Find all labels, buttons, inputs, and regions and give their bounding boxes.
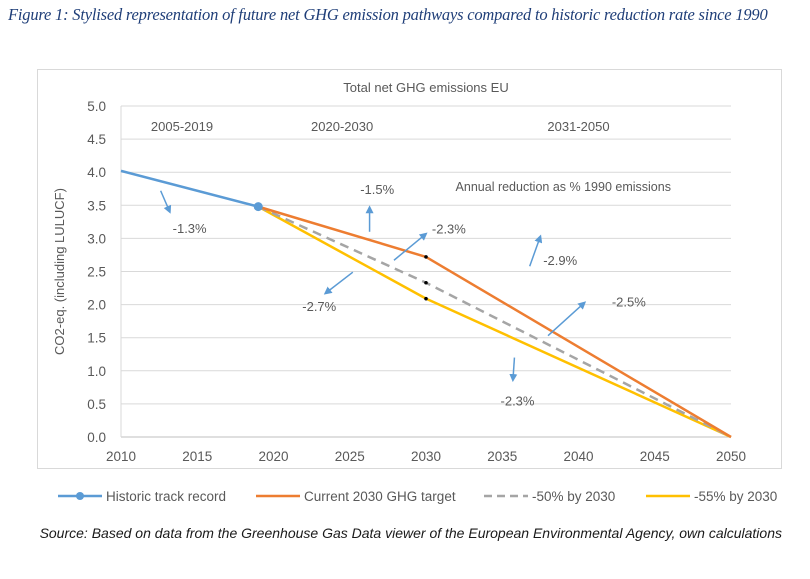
axes: 0.0 0.5 1.0 1.5 2.0 2.5 3.0 3.5 4.0 4.5 5.0 2010 201…: [87, 99, 746, 464]
annotation-label: -2.9%: [543, 253, 577, 268]
y-tick-label: 3.5: [87, 198, 106, 213]
chart-frame: [37, 69, 782, 469]
annotation-label: -1.5%: [360, 182, 394, 197]
y-tick-label: 2.5: [87, 265, 106, 280]
legend-label: -55% by 2030: [694, 489, 777, 504]
legend-marker: [76, 492, 84, 500]
annotation-arrow: [393, 232, 428, 261]
annotation-arrow: [509, 357, 518, 383]
annotations: -1.3% -1.5% -2.3% -2.7% -2.9% -2.5% -2.3%: [159, 182, 646, 409]
series-lines: [120, 169, 732, 439]
y-tick-label: 4.5: [87, 132, 106, 147]
x-tick-label: 2025: [335, 449, 365, 464]
legend: Historic track record Current 2030 GHG ta…: [58, 489, 777, 504]
annotation-arrow: [547, 301, 587, 337]
data-point-marker: [424, 296, 428, 301]
series-line-current-2030-ghg-target: [257, 205, 732, 439]
legend-label: Historic track record: [106, 489, 226, 504]
series-line-55-by-2030: [257, 205, 732, 439]
x-tick-label: 2035: [487, 449, 517, 464]
annotation-label: -1.3%: [173, 221, 207, 236]
y-tick-label: 3.0: [87, 231, 106, 246]
series-line-historic-track-record: [120, 169, 259, 208]
y-tick-label: 4.0: [87, 165, 106, 180]
x-tick-label: 2045: [640, 449, 670, 464]
period-label: 2031-2050: [547, 119, 609, 134]
x-tick-label: 2030: [411, 449, 441, 464]
legend-label: -50% by 2030: [532, 489, 615, 504]
y-tick-label: 1.0: [87, 364, 106, 379]
annotation-label: -2.3%: [501, 394, 535, 409]
period-label: 2005-2019: [151, 119, 213, 134]
y-tick-label: 1.5: [87, 331, 106, 346]
annotation-arrow: [323, 271, 354, 295]
period-label: 2020-2030: [311, 119, 373, 134]
annotation-arrow: [159, 190, 172, 214]
annotation-label: -2.5%: [612, 294, 646, 309]
figure-caption: Figure 1: Stylised representation of fut…: [8, 5, 768, 24]
legend-label: Current 2030 GHG target: [304, 489, 456, 504]
x-tick-label: 2015: [182, 449, 212, 464]
y-tick-label: 0.0: [87, 430, 106, 445]
y-axis-label: CO2-eq. (including LULUCF): [52, 188, 67, 355]
y-tick-label: 5.0: [87, 99, 106, 114]
y-tick-label: 0.5: [87, 397, 106, 412]
data-point-marker: [424, 280, 428, 285]
gridlines: [121, 105, 731, 438]
annotation-label: -2.7%: [302, 299, 336, 314]
x-tick-label: 2050: [716, 449, 746, 464]
y-tick-label: 2.0: [87, 298, 106, 313]
series-line-50-by-2030: [257, 205, 732, 439]
period-labels: 2005-2019 2020-2030 2031-2050: [151, 119, 610, 134]
annotation-arrow: [528, 234, 543, 267]
annotation-title: Annual reduction as % 1990 emissions: [456, 180, 671, 194]
x-tick-label: 2020: [258, 449, 288, 464]
historic-endpoint-marker: [253, 202, 263, 212]
source-note: Source: Based on data from the Greenhous…: [39, 525, 782, 541]
annotation-label: -2.3%: [432, 221, 466, 236]
x-tick-label: 2040: [563, 449, 593, 464]
chart-title: Total net GHG emissions EU: [343, 80, 508, 95]
data-point-marker: [424, 255, 428, 259]
x-tick-label: 2010: [106, 449, 136, 464]
